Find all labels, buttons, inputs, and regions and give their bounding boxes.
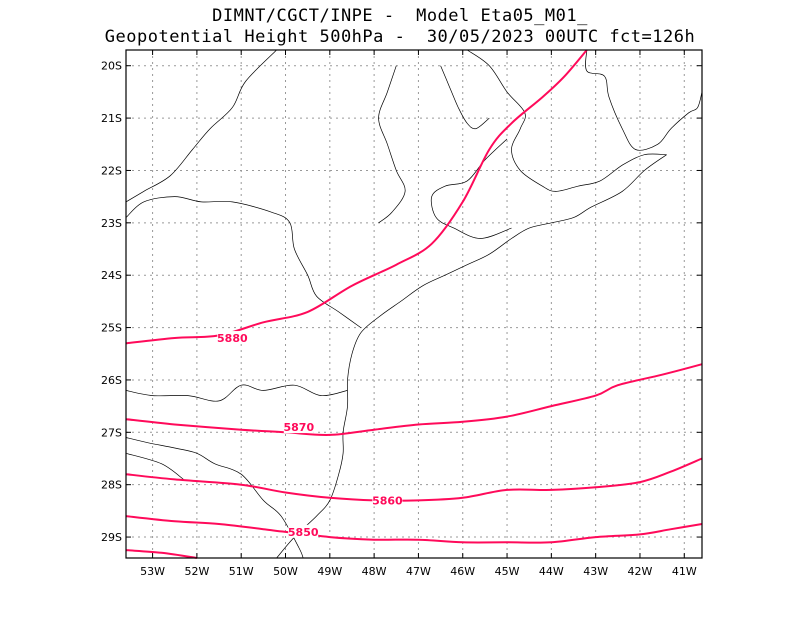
y-tick-label: 24S bbox=[101, 269, 122, 282]
boundary-line bbox=[440, 65, 490, 130]
contour-label-bg bbox=[283, 420, 314, 434]
grid-lines bbox=[126, 50, 702, 558]
x-tick-label: 50W bbox=[273, 565, 298, 578]
x-tick-label: 49W bbox=[317, 565, 342, 578]
y-tick-label: 28S bbox=[101, 479, 122, 492]
x-tick-label: 48W bbox=[362, 565, 387, 578]
x-tick-label: 43W bbox=[583, 565, 608, 578]
contour-line-5880 bbox=[125, 49, 588, 345]
x-tick-label: 47W bbox=[406, 565, 431, 578]
boundary-line bbox=[125, 49, 277, 203]
contour-label-bg bbox=[372, 493, 403, 507]
x-axis-ticks: 53W 52W 51W 50W 49W 48W 47W 46W 45W 44W 43W 42W 41W bbox=[140, 50, 697, 578]
x-tick-label: 51W bbox=[229, 565, 254, 578]
x-tick-label: 41W bbox=[672, 565, 697, 578]
chart-title-line-2: Geopotential Height 500hPa - 30/05/2023 … bbox=[104, 27, 696, 47]
chart-title-line-1: DIMNT/CGCT/INPE - Model Eta05_M01_ bbox=[212, 6, 588, 26]
y-tick-label: 27S bbox=[101, 426, 122, 439]
contour-label-5860: 5860 bbox=[372, 494, 403, 507]
boundary-line bbox=[125, 196, 362, 328]
contour-label-5850: 5850 bbox=[288, 526, 319, 539]
contour-line-5870 bbox=[125, 363, 703, 436]
contour-label-5880: 5880 bbox=[217, 332, 248, 345]
contour-line-5850 bbox=[125, 515, 703, 544]
x-tick-label: 42W bbox=[628, 565, 653, 578]
x-tick-label: 45W bbox=[495, 565, 520, 578]
boundary-line bbox=[276, 154, 667, 559]
contour-labels: 5880 5870 5860 5850 bbox=[217, 331, 403, 539]
boundary-line bbox=[585, 49, 703, 151]
boundary-line bbox=[125, 384, 348, 402]
boundary-line bbox=[466, 49, 667, 192]
y-tick-label: 20S bbox=[101, 60, 122, 73]
boundary-line bbox=[430, 138, 512, 239]
x-tick-label: 44W bbox=[539, 565, 564, 578]
y-tick-label: 26S bbox=[101, 374, 122, 387]
y-axis-ticks: 20S 21S 22S 23S 24S 25S 26S 27S 28S 29S bbox=[101, 60, 702, 544]
y-tick-label: 29S bbox=[101, 531, 122, 544]
boundary-line bbox=[125, 437, 304, 559]
x-tick-label: 52W bbox=[184, 565, 209, 578]
y-tick-label: 22S bbox=[101, 164, 122, 177]
y-tick-label: 23S bbox=[101, 217, 122, 230]
contour-label-5870: 5870 bbox=[283, 421, 314, 434]
x-tick-label: 46W bbox=[450, 565, 475, 578]
y-tick-label: 25S bbox=[101, 322, 122, 335]
boundary-line bbox=[378, 65, 406, 224]
boundary-line bbox=[125, 452, 184, 480]
plot-frame bbox=[125, 49, 703, 559]
contour-line-5860 bbox=[125, 457, 703, 502]
y-tick-label: 21S bbox=[101, 112, 122, 125]
contour-label-bg bbox=[217, 331, 248, 345]
contour-label-bg bbox=[288, 524, 319, 538]
contour-line-5840 bbox=[125, 549, 198, 559]
x-tick-label: 53W bbox=[140, 565, 165, 578]
state-boundaries bbox=[125, 49, 703, 559]
